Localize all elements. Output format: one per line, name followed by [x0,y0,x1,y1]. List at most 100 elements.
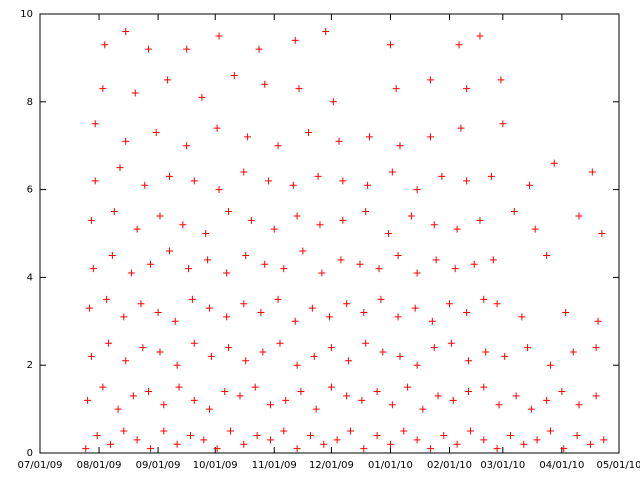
scatter-point [487,172,495,180]
scatter-point [297,388,305,396]
y-tick-label: 6 [27,185,33,196]
scatter-point [89,265,97,273]
x-tick-label: 05/01/10 [597,460,640,471]
scatter-point [240,440,248,448]
scatter-point [489,256,497,264]
scatter-point [240,168,248,176]
scatter-point [293,361,301,369]
scatter-point [146,445,154,453]
scatter-point [213,124,221,132]
scatter-point [87,216,95,224]
scatter-point [120,313,128,321]
scatter-point [453,440,461,448]
scatter-point [110,208,118,216]
scatter-point [482,348,490,356]
scatter-point [240,300,248,308]
x-tick-label: 09/01/09 [136,460,181,471]
scatter-point [463,177,471,185]
scatter-point [265,177,273,185]
scatter-point [360,309,368,317]
scatter-point [575,212,583,220]
scatter-point [86,304,94,312]
scatter-point [122,28,130,36]
scatter-point [156,212,164,220]
scatter-point [137,300,145,308]
scatter-point [122,137,130,145]
scatter-point [546,427,554,435]
scatter-point [280,427,288,435]
scatter-point [419,405,427,413]
scatter-point [404,383,412,391]
scatter-point [221,388,229,396]
scatter-point [480,295,488,303]
scatter-point [251,383,259,391]
scatter-point [310,352,318,360]
scatter-point [166,172,174,180]
scatter-point [457,124,465,132]
scatter-point [388,401,396,409]
scatter-point [175,383,183,391]
scatter-point [327,383,335,391]
scatter-point [392,85,400,93]
scatter-point [173,361,181,369]
y-tick-label: 10 [20,9,33,20]
scatter-point [373,431,381,439]
scatter-point [524,344,532,352]
scatter-point [337,256,345,264]
scatter-point [447,339,455,347]
scatter-point [291,317,299,325]
scatter-point [510,208,518,216]
scatter-point [99,383,107,391]
scatter-point [440,431,448,439]
scatter-point [339,216,347,224]
scatter-point [453,225,461,233]
scatter-point [306,431,314,439]
scatter-point [527,405,535,413]
scatter-point [598,230,606,237]
x-tick-label: 08/01/09 [77,460,122,471]
scatter-point [114,405,122,413]
scatter-point [129,392,137,400]
scatter-point [82,445,90,453]
scatter-point [343,392,351,400]
scatter-point [213,445,221,453]
scatter-point [183,45,191,53]
y-tick-label: 8 [27,97,33,108]
scatter-point [449,396,457,404]
scatter-point [186,431,194,439]
scatter-point [520,440,528,448]
y-tick-label: 0 [27,448,33,459]
scatter-point [465,357,473,365]
x-tick-label: 02/01/10 [427,460,472,471]
scatter-point [156,348,164,356]
scatter-point [266,401,274,409]
scatter-point [335,137,343,145]
scatter-point [346,427,354,435]
scatter-point [388,168,396,176]
scatter-point [386,41,394,49]
scatter-point [185,265,193,273]
scatter-point [413,436,421,444]
scatter-point [291,36,299,44]
scatter-point [375,265,383,273]
scatter-point [543,251,551,259]
scatter-point [204,256,212,264]
scatter-point [293,212,301,220]
scatter-point [470,260,478,268]
scatter-point [164,76,172,84]
scatter-point [356,260,364,268]
scatter-point [546,361,554,369]
scatter-point [295,85,303,93]
scatter-point [160,427,168,435]
scatter-point [293,445,301,453]
scatter-point [139,344,147,352]
scatter-point [569,348,577,356]
scatter-point [253,431,261,439]
scatter-point [396,142,404,150]
scatter-point [400,427,408,435]
x-tick-label: 07/01/09 [18,460,63,471]
scatter-point [87,352,95,360]
scatter-point [289,181,297,189]
scatter-point [329,98,337,106]
